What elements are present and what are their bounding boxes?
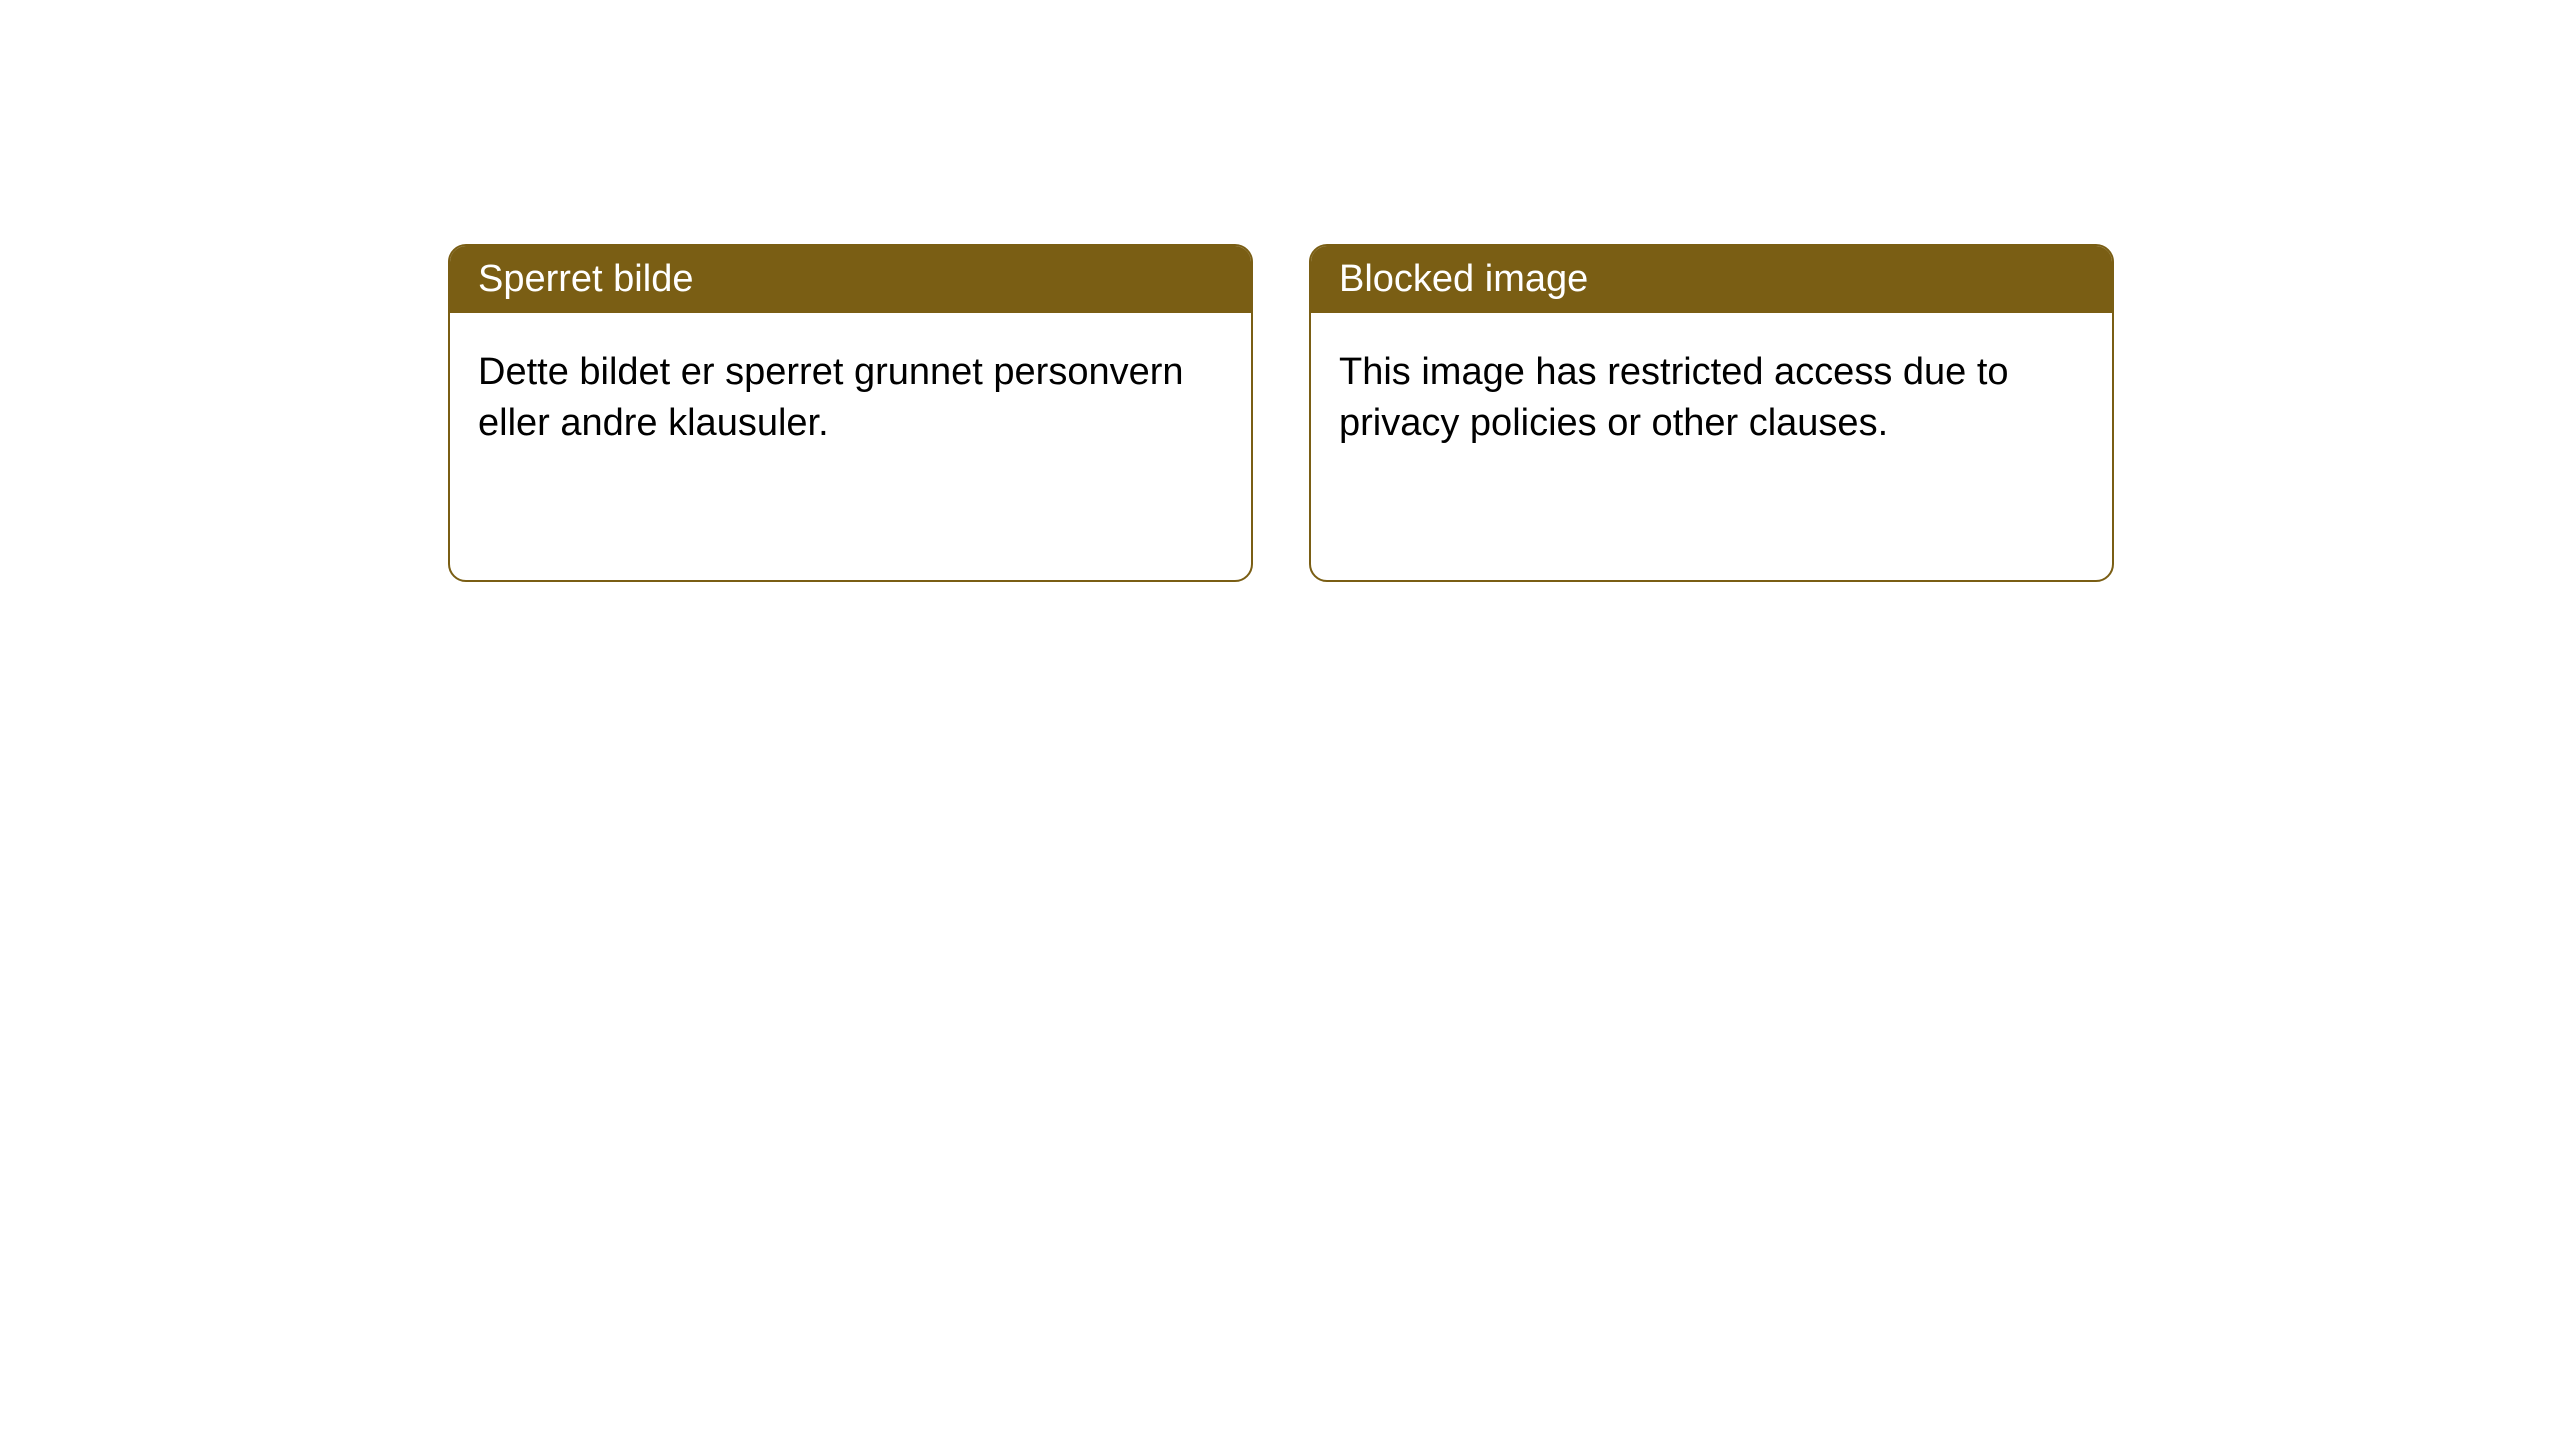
notice-cards-container: Sperret bilde Dette bildet er sperret gr… [0, 0, 2560, 582]
notice-card-norwegian: Sperret bilde Dette bildet er sperret gr… [448, 244, 1253, 582]
notice-card-english: Blocked image This image has restricted … [1309, 244, 2114, 582]
notice-card-title: Blocked image [1311, 246, 2112, 313]
notice-card-title: Sperret bilde [450, 246, 1251, 313]
notice-card-body: This image has restricted access due to … [1311, 313, 2112, 484]
notice-card-body: Dette bildet er sperret grunnet personve… [450, 313, 1251, 484]
